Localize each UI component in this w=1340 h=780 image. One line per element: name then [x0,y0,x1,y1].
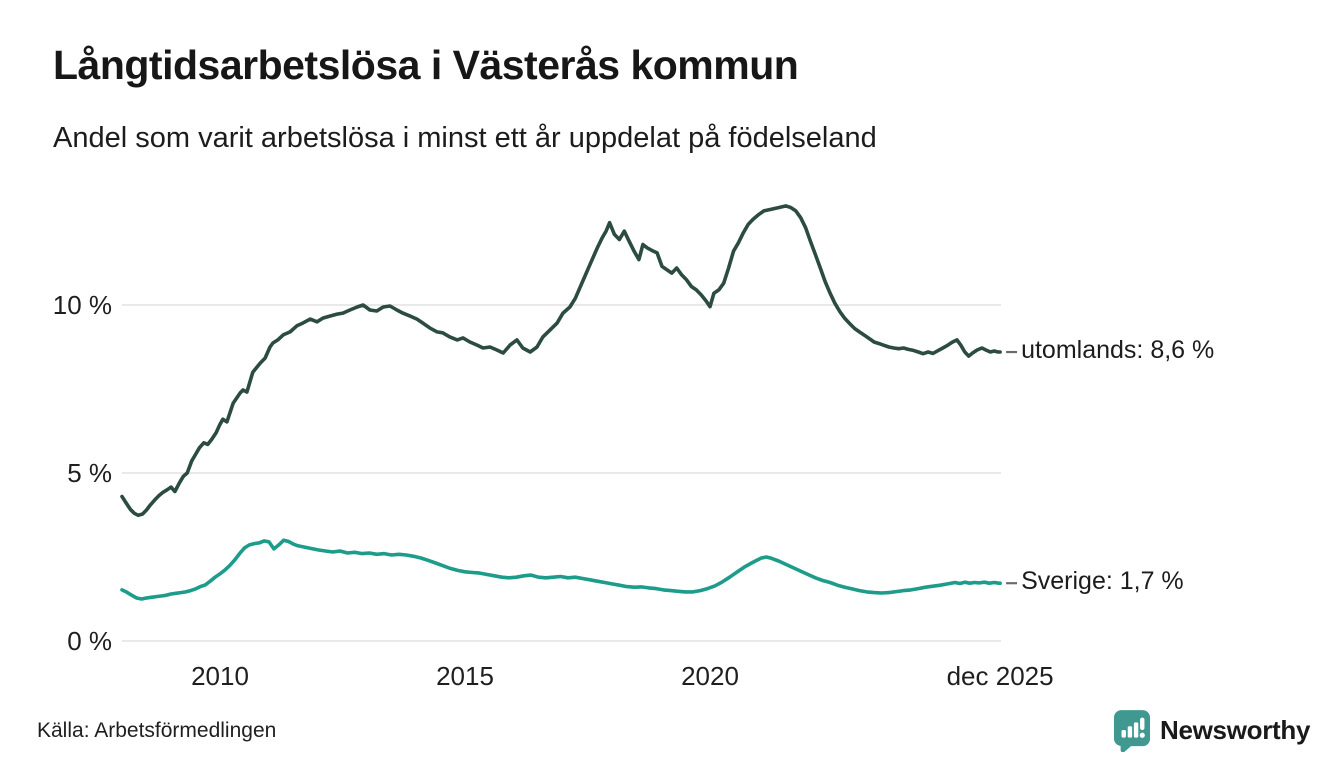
y-axis-tick-label: 5 % [67,458,112,488]
x-axis-tick-label: dec 2025 [946,661,1054,691]
brand-logo: Newsworthy [1113,709,1311,753]
x-axis-tick-label: 2020 [681,661,739,691]
y-axis-tick-label: 10 % [52,290,112,320]
newsworthy-icon [1113,709,1151,753]
x-axis-tick-label: 2015 [436,661,494,691]
brand-name: Newsworthy [1160,715,1311,745]
series-end-label-utomlands: utomlands: 8,6 % [1021,336,1215,365]
page-title: Långtidsarbetslösa i Västerås kommun [53,42,799,88]
source-note: Källa: Arbetsförmedlingen [37,719,277,742]
series-end-label-sverige: Sverige: 1,7 % [1021,567,1184,596]
series-line-Sverige [120,538,1002,601]
x-axis-tick-label: 2010 [191,661,249,691]
y-axis-tick-label: 0 % [67,626,112,656]
page-subtitle: Andel som varit arbetslösa i minst ett å… [53,122,877,154]
series-line-utomlands [120,204,1002,518]
